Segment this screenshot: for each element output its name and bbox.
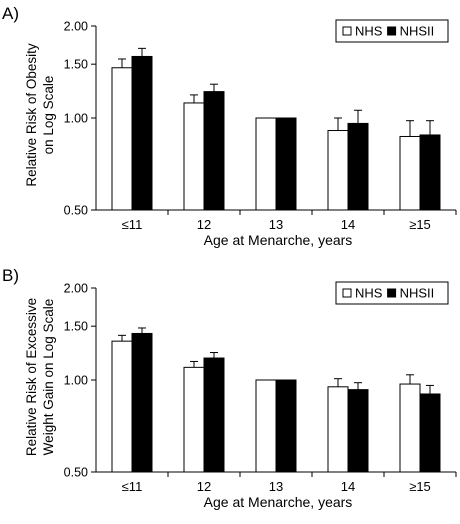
y-tick-label: 1.00 xyxy=(64,112,88,126)
y-tick-label: 2.00 xyxy=(64,282,88,296)
bar-nhsii xyxy=(203,357,225,473)
y-tick-label: 1.50 xyxy=(64,320,88,334)
bar-nhs xyxy=(255,379,277,473)
x-tick-label: 13 xyxy=(269,479,283,494)
bar-chart-b: 0.50 1.00 1.50 2.00 ≤11 12 13 14 ≥15 NHS NHSII xyxy=(64,281,457,494)
x-tick-label: 12 xyxy=(197,217,211,232)
x-tick-label: ≥15 xyxy=(409,217,431,232)
x-tick-label: 14 xyxy=(341,217,355,232)
y-tick-label: 1.00 xyxy=(64,374,88,388)
legend-swatch-nhsii xyxy=(387,26,397,36)
legend-swatch-nhs xyxy=(342,26,352,36)
bar-nhs xyxy=(327,386,349,473)
legend-label-nhsii: NHSII xyxy=(400,24,435,39)
bar-nhs xyxy=(327,130,349,211)
y-tick-label: 0.50 xyxy=(64,204,88,218)
legend-swatch-nhs xyxy=(342,288,352,298)
x-axis-title: Age at Menarche, years xyxy=(203,494,353,510)
bar-nhs xyxy=(111,67,133,211)
chart-panel-b: B) Relative Risk of Excessive Weight Gai… xyxy=(0,262,460,524)
bar-nhs xyxy=(183,102,205,211)
bar-nhsii xyxy=(131,332,153,473)
bar-nhs xyxy=(183,366,205,473)
legend-label-nhs: NHS xyxy=(355,24,383,39)
bar-chart-a: 0.50 1.00 1.50 2.00 ≤11 12 13 14 ≥15 NHS NHSII xyxy=(64,19,457,232)
legend-label-nhs: NHS xyxy=(355,286,383,301)
bar-nhsii xyxy=(275,379,297,473)
bar-nhs xyxy=(111,340,133,473)
y-tick-label: 0.50 xyxy=(64,466,88,480)
legend-label-nhsii: NHSII xyxy=(400,286,435,301)
x-tick-label: ≤11 xyxy=(122,479,143,494)
x-tick-label: 14 xyxy=(341,479,355,494)
x-axis-title: Age at Menarche, years xyxy=(203,232,353,248)
x-tick-label: 13 xyxy=(269,217,283,232)
y-tick-label: 2.00 xyxy=(64,20,88,34)
y-tick-label: 1.50 xyxy=(64,58,88,72)
bar-nhsii xyxy=(203,91,225,211)
bar-nhs xyxy=(399,135,421,211)
bar-nhsii xyxy=(347,389,369,473)
bar-nhs xyxy=(255,117,277,211)
x-tick-label: 12 xyxy=(197,479,211,494)
legend-swatch-nhsii xyxy=(387,288,397,298)
bar-nhsii xyxy=(275,117,297,211)
bar-nhsii xyxy=(419,134,441,211)
panel-label: B) xyxy=(2,266,19,285)
bar-nhs xyxy=(399,383,421,473)
bar-nhsii xyxy=(131,55,153,211)
bar-nhsii xyxy=(419,393,441,473)
bar-nhsii xyxy=(347,122,369,211)
x-tick-label: ≤11 xyxy=(122,217,143,232)
x-tick-label: ≥15 xyxy=(409,479,431,494)
chart-panel-a: A) Relative Risk of Obesity on Log Scale… xyxy=(2,4,457,248)
panel-label: A) xyxy=(2,4,19,23)
